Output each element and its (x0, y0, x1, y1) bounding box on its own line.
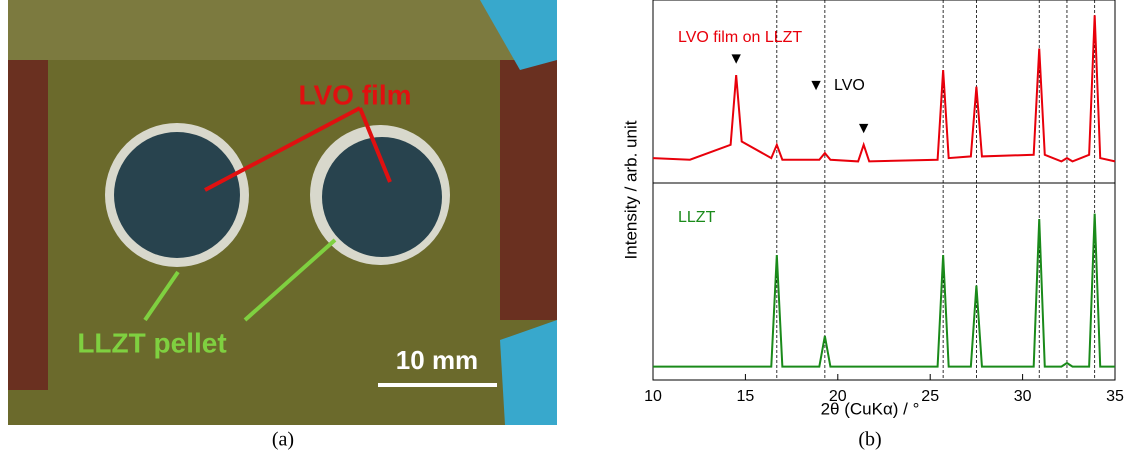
photo-label: LLZT pellet (77, 327, 226, 358)
y-axis-label: Intensity / arb. unit (621, 120, 640, 259)
substrate (500, 60, 557, 320)
film-edge (8, 0, 557, 60)
scale-label: 10 mm (396, 345, 478, 375)
x-tick-label: 25 (921, 388, 939, 405)
film-disk (322, 137, 442, 257)
plot-frame (652, 0, 1116, 381)
caption: (a) (272, 429, 294, 451)
x-tick-label: 10 (644, 388, 662, 405)
tape (480, 0, 557, 70)
series-line (652, 15, 1116, 163)
substrate (8, 60, 48, 390)
legend-label: LLZT (678, 209, 716, 226)
arrow (143, 270, 180, 322)
peak-marker: ▼ (856, 120, 872, 137)
x-axis-label: 2θ (CuKα) / ° (821, 399, 920, 418)
arrow (243, 238, 337, 322)
arrow (358, 107, 392, 183)
legend-label: LVO film on LLZT (678, 29, 802, 46)
caption: (b) (858, 429, 881, 451)
legend-label: LVO (834, 77, 865, 94)
arrow (204, 106, 361, 192)
legend-symbol: ▼ (808, 77, 824, 94)
tape (500, 320, 557, 425)
x-tick-label: 15 (737, 388, 755, 405)
series-line (653, 213, 1115, 368)
x-tick-label: 30 (1014, 388, 1032, 405)
peak-marker: ▼ (728, 50, 744, 67)
film-disk (114, 132, 240, 258)
photo: LVO film LLZT pellet 10 mm (8, 0, 557, 425)
photo-label: LVO film (298, 79, 411, 110)
x-tick-label: 20 (829, 388, 847, 405)
x-tick-label: 35 (1106, 388, 1124, 405)
photo-background (8, 0, 557, 425)
